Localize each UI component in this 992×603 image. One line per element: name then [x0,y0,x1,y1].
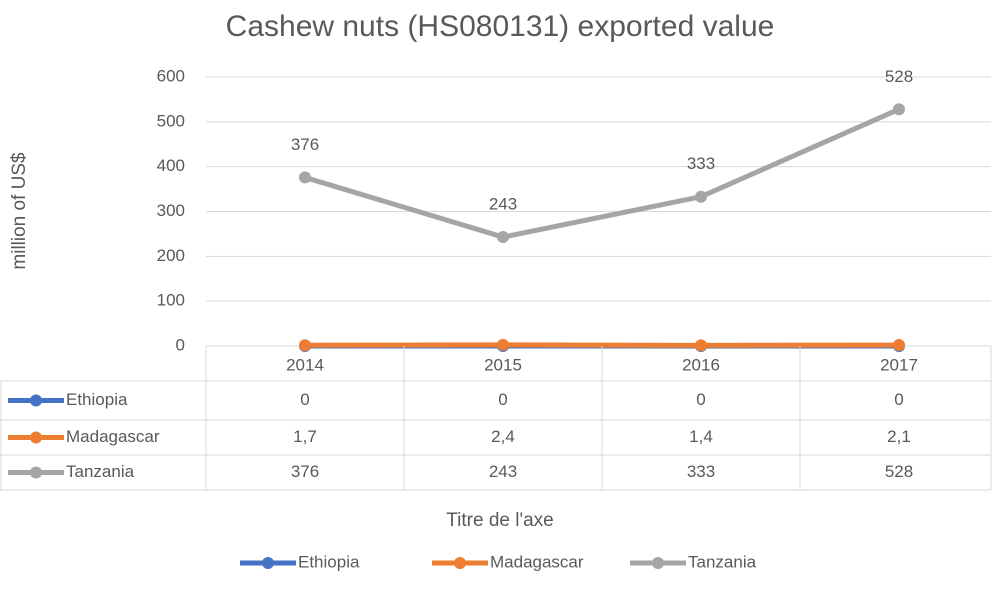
y-tick-label: 300 [157,201,185,220]
table-row-label: Tanzania [66,462,135,481]
legend-key-marker [652,557,664,569]
table-cell: 1,4 [689,427,713,446]
table-legend-key-marker [30,394,42,407]
table-cell: 2,4 [491,427,515,446]
legend-label: Tanzania [688,552,757,571]
x-tick-label: 2017 [880,355,918,374]
series-marker [497,338,509,351]
table-cell: 243 [489,462,517,481]
table-legend-key-marker [30,431,42,444]
series-marker [497,231,509,244]
x-axis-title: Titre de l'axe [446,510,553,531]
series-marker [299,171,311,184]
data-label: 376 [291,135,319,154]
series-marker [299,339,311,352]
series-marker [695,190,707,203]
table-cell: 0 [696,390,705,409]
table-legend-key-marker [30,466,42,479]
table-cell: 333 [687,462,715,481]
y-tick-label: 0 [176,335,185,354]
y-tick-label: 500 [157,111,185,130]
table-cell: 0 [894,390,903,409]
data-label: 243 [489,195,517,214]
data-label: 528 [885,67,913,86]
table-cell: 1,7 [293,427,317,446]
y-tick-label: 200 [157,246,185,265]
x-tick-label: 2015 [484,355,522,374]
y-axis-title: million of US$ [9,152,30,270]
legend-key-marker [454,557,466,569]
y-tick-label: 600 [157,66,185,85]
chart-title: Cashew nuts (HS080131) exported value [226,10,775,43]
table-cell: 0 [498,390,507,409]
series-marker [893,339,905,352]
legend-label: Madagascar [490,552,584,571]
legend-key-marker [262,557,274,569]
legend-label: Ethiopia [298,552,360,571]
series-marker [893,103,905,116]
series-line [304,106,901,240]
table-row-label: Ethiopia [66,390,128,409]
data-label: 333 [687,154,715,173]
table-cell: 528 [885,462,913,481]
table-cell: 376 [291,462,319,481]
table-row-label: Madagascar [66,427,160,446]
x-tick-label: 2016 [682,355,720,374]
series-marker [695,339,707,352]
table-cell: 2,1 [887,427,911,446]
table-cell: 0 [300,390,309,409]
y-tick-label: 100 [157,291,185,310]
x-tick-label: 2014 [286,355,324,374]
y-tick-label: 400 [157,156,185,175]
